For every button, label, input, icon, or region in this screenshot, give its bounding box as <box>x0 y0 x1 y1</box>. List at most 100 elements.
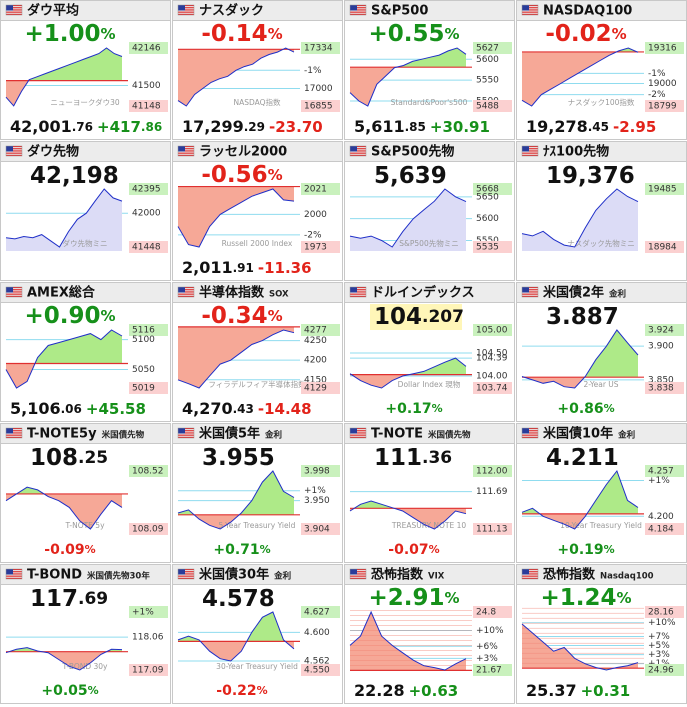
flag-stripe <box>350 5 366 7</box>
tile-frame <box>344 423 515 563</box>
headline-price: 19,376 <box>546 163 635 189</box>
gain-area <box>6 487 122 494</box>
price-line <box>349 610 467 671</box>
price-line <box>5 647 123 671</box>
footer-change: -0.09% <box>44 542 95 558</box>
flag-stripe <box>350 291 366 293</box>
flag-border <box>521 145 539 157</box>
quote-tile: NASDAQ100-0.02%ナスダック100指数19316-1%19000-2… <box>516 0 687 140</box>
label-box <box>301 465 340 477</box>
flag-stripe <box>178 13 194 15</box>
flag-stripe <box>6 573 22 575</box>
flag-icon <box>177 4 195 16</box>
watermark: 10-Year Treasury Yield <box>560 521 642 530</box>
flag-stripe <box>350 289 366 291</box>
flag-stripe <box>350 150 366 152</box>
level-label: 3.850 <box>648 375 674 385</box>
flag-stripe <box>6 7 22 9</box>
flag-stripe <box>522 571 538 573</box>
level-label: 5550 <box>476 236 499 246</box>
level-label: 4.257 <box>648 467 674 477</box>
label-box <box>473 42 512 54</box>
flag-canton <box>522 428 529 434</box>
tile-header <box>172 564 343 585</box>
label-box <box>473 183 512 195</box>
flag-stripe <box>178 150 194 152</box>
tile-header <box>172 423 343 444</box>
price-line <box>5 47 123 107</box>
gain-area <box>522 624 638 669</box>
flag-stripe <box>6 295 22 297</box>
tile-title: AMEX総合 <box>27 285 96 301</box>
flag-canton <box>522 5 529 11</box>
level-label: 5050 <box>132 365 155 375</box>
flag-stripe <box>522 154 538 156</box>
label-box <box>301 241 340 253</box>
level-label: 4200 <box>304 356 327 366</box>
level-label: 42000 <box>132 209 161 219</box>
flag-stripe <box>6 436 22 438</box>
flag-border <box>177 145 195 157</box>
flag-stripe <box>350 295 366 297</box>
tile-header <box>0 141 171 162</box>
quote-tile: 米国債30年 金利 4.578 30-Year Treasury Yield 4.627… <box>172 564 343 704</box>
label-box <box>129 382 168 394</box>
watermark: ニューヨークダウ30 <box>50 97 119 107</box>
flag-stripe <box>6 575 22 577</box>
flag-stripe <box>178 5 194 7</box>
label-box <box>301 664 340 676</box>
tile-header <box>172 141 343 162</box>
flag-icon <box>177 145 195 157</box>
flag-stripe <box>178 154 194 156</box>
level-label: 5650 <box>476 192 499 202</box>
level-label: 4.200 <box>648 512 674 522</box>
flag-stripe <box>522 291 538 293</box>
flag-stripe <box>350 434 366 436</box>
tile-header <box>344 564 515 585</box>
flag-canton <box>178 569 185 575</box>
flag-border <box>5 4 23 16</box>
label-box <box>301 606 340 618</box>
price-change: +417.86 <box>97 118 162 136</box>
flag-stripe <box>178 575 194 577</box>
level-label: 16855 <box>304 102 333 112</box>
flag-icon <box>521 568 539 580</box>
flag-border <box>177 4 195 16</box>
price: 5,611.85 <box>354 117 426 136</box>
flag-stripe <box>6 428 22 430</box>
footer-change: +0.86% <box>557 401 614 417</box>
level-label: 1973 <box>304 243 327 253</box>
flag-canton <box>178 287 185 293</box>
watermark: 30-Year Treasury Yield <box>216 662 298 671</box>
flag-stripe <box>6 434 22 436</box>
flag-stripe <box>178 571 194 573</box>
flag-icon <box>349 145 367 157</box>
flag-stripe <box>522 293 538 295</box>
label-box <box>473 606 512 618</box>
flag-stripe <box>6 154 22 156</box>
flag-border <box>5 568 23 580</box>
tile-tag: 金利 <box>617 430 635 441</box>
flag-canton <box>6 5 13 11</box>
flag-icon <box>349 568 367 580</box>
flag-icon <box>521 286 539 298</box>
label-box <box>645 183 684 195</box>
headline-price: 4.578 <box>202 586 275 612</box>
flag-stripe <box>350 573 366 575</box>
level-label: 5600 <box>476 55 499 65</box>
tile-header <box>344 141 515 162</box>
flag-stripe <box>350 13 366 15</box>
flag-canton <box>178 5 185 11</box>
flag-border <box>521 568 539 580</box>
level-label: 42395 <box>132 185 161 195</box>
price-change: +0.31 <box>581 682 631 700</box>
tile-title: ダウ平均 <box>27 3 79 19</box>
flag-stripe <box>6 13 22 15</box>
flag-border <box>349 4 367 16</box>
flag-border <box>521 427 539 439</box>
level-label: 104.39 <box>476 354 508 364</box>
flag-stripe <box>522 434 538 436</box>
watermark: TREASURY NOTE 10 <box>391 521 467 530</box>
flag-icon <box>5 286 23 298</box>
